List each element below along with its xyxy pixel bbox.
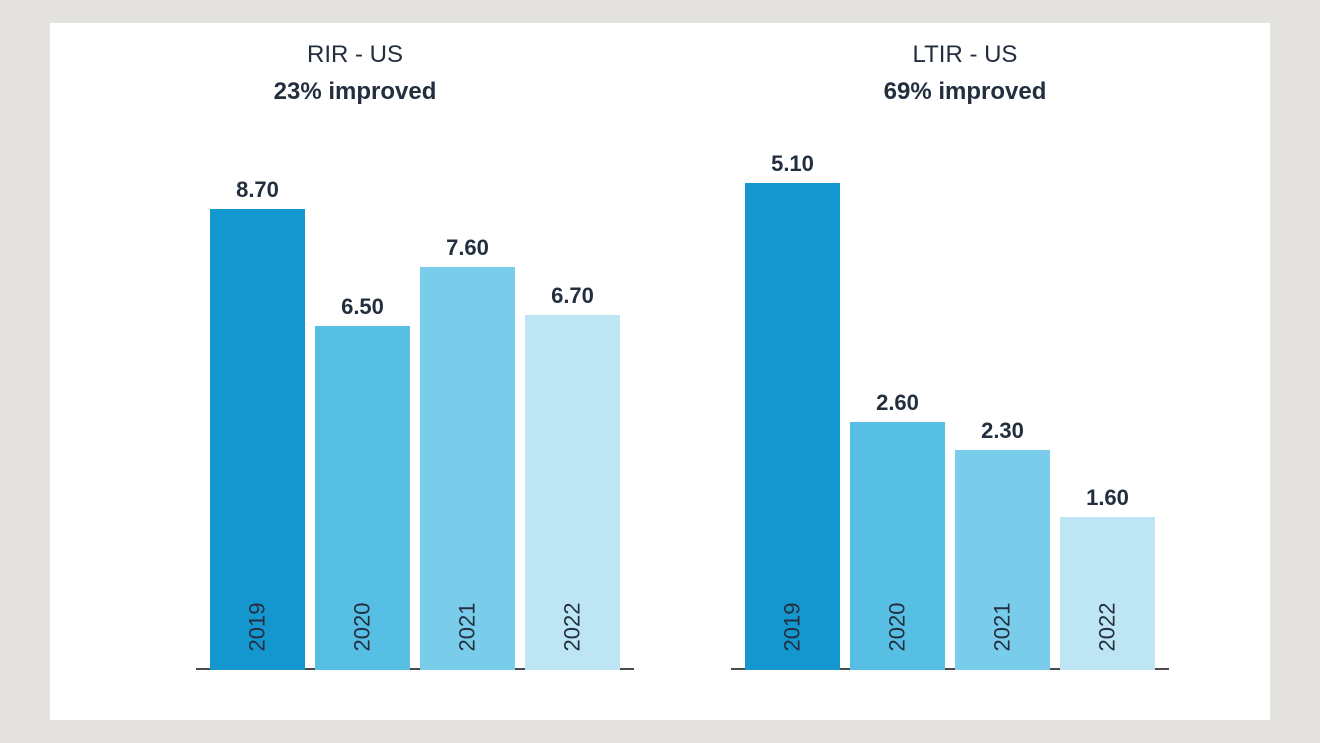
bar-year-label: 2019 xyxy=(245,580,271,675)
bar-value-label: 5.10 xyxy=(745,151,840,177)
chart-rir-us: RIR - US 23% improved 8.70 2019 6.50 202… xyxy=(50,23,660,720)
bar-year-label: 2021 xyxy=(990,580,1016,675)
bar-year-label: 2021 xyxy=(455,580,481,675)
bar-value-label: 2.60 xyxy=(850,390,945,416)
bar-2022: 6.70 2022 xyxy=(525,315,620,670)
chart-ltir-us: LTIR - US 69% improved 5.10 2019 2.60 20… xyxy=(660,23,1270,720)
bar-value-label: 1.60 xyxy=(1060,485,1155,511)
bar-value-label: 7.60 xyxy=(420,235,515,261)
bar-2019: 8.70 2019 xyxy=(210,209,305,670)
chart-subtitle: 23% improved xyxy=(50,78,660,106)
bar-2020: 6.50 2020 xyxy=(315,326,410,671)
chart-title: RIR - US xyxy=(50,41,660,69)
page-root: RIR - US 23% improved 8.70 2019 6.50 202… xyxy=(0,0,1320,743)
bar-value-label: 6.70 xyxy=(525,283,620,309)
bar-2022: 1.60 2022 xyxy=(1060,517,1155,670)
bar-value-label: 8.70 xyxy=(210,177,305,203)
bar-2021: 7.60 2021 xyxy=(420,267,515,670)
bar-year-label: 2022 xyxy=(1095,580,1121,675)
bar-value-label: 6.50 xyxy=(315,294,410,320)
chart-title: LTIR - US xyxy=(660,41,1270,69)
bar-year-label: 2020 xyxy=(885,580,911,675)
plot-area: 5.10 2019 2.60 2020 2.30 2021 1.60 2022 xyxy=(660,140,1270,670)
bar-2019: 5.10 2019 xyxy=(745,183,840,670)
chart-panel: RIR - US 23% improved 8.70 2019 6.50 202… xyxy=(50,23,1270,720)
plot-area: 8.70 2019 6.50 2020 7.60 2021 6.70 2022 xyxy=(50,140,660,670)
bar-2020: 2.60 2020 xyxy=(850,422,945,670)
bar-2021: 2.30 2021 xyxy=(955,450,1050,670)
bar-year-label: 2019 xyxy=(780,580,806,675)
bar-year-label: 2020 xyxy=(350,580,376,675)
chart-subtitle: 69% improved xyxy=(660,78,1270,106)
bar-year-label: 2022 xyxy=(560,580,586,675)
bar-value-label: 2.30 xyxy=(955,418,1050,444)
